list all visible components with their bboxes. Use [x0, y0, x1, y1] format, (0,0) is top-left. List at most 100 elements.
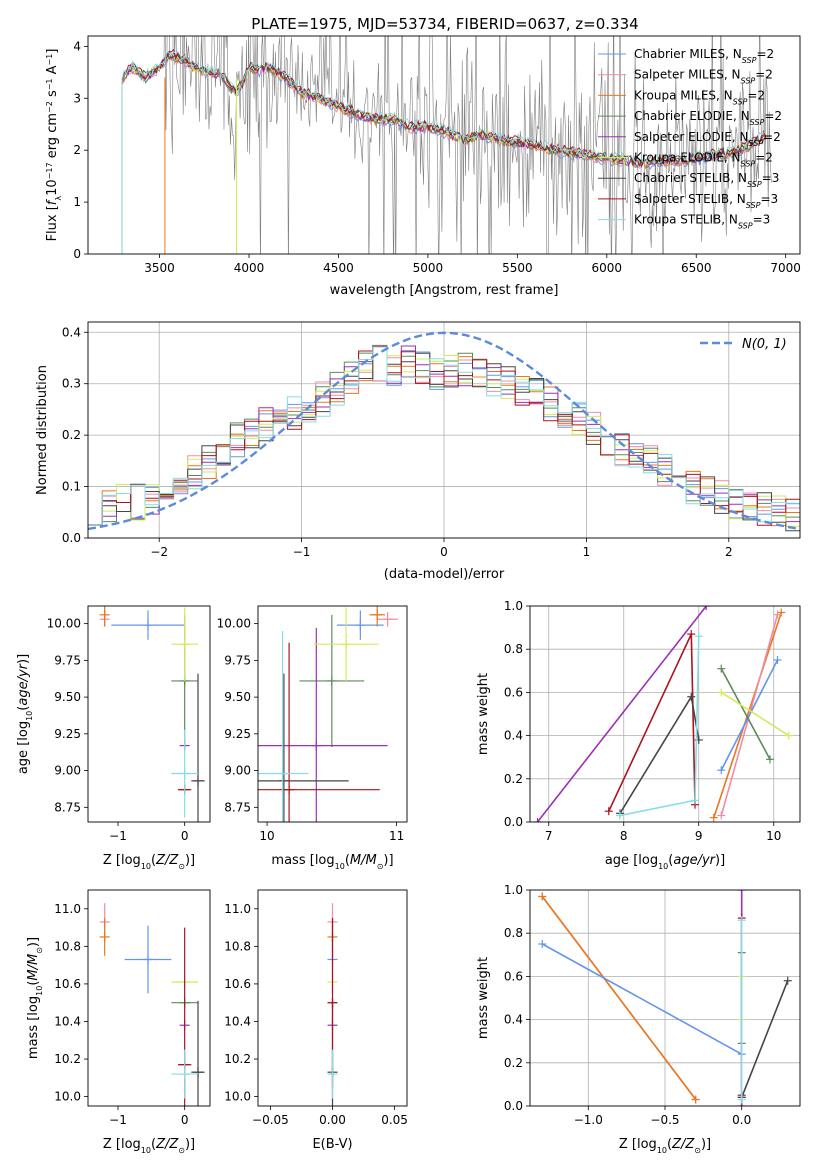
- legend-label: Chabrier ELODIE, NSSP=2: [634, 109, 782, 127]
- axes-frame: [257, 605, 408, 823]
- y-tick-label: 0.8: [504, 926, 523, 940]
- legend-label-suffix: =3: [753, 213, 771, 227]
- y-tick-label: 9.50: [224, 690, 251, 704]
- y-axis-label: Normed distribution: [35, 365, 50, 495]
- label-part: (: [151, 1137, 156, 1152]
- gaussian-curve: [88, 331, 800, 531]
- x-axis-label: Z [log10(Z/Z⊙)]: [619, 1137, 711, 1155]
- x-axis-label: wavelength [Angstrom, rest frame]: [330, 283, 559, 298]
- label-part: −1: [45, 78, 54, 90]
- y-tick-label: 0.2: [62, 428, 81, 442]
- legend-label-subscript: SSP: [742, 56, 757, 65]
- legend-label: Kroupa ELODIE, NSSP=2: [634, 151, 773, 169]
- y-tick-label: 10.6: [54, 977, 81, 991]
- label-part: Flux [: [45, 205, 60, 241]
- legend-label-text: Salpeter STELIB, N: [634, 192, 746, 206]
- panel-residuals: −2 −1 0 1 2 0.0 0.1 0.2 0.3 0.4 N(0, 1) (data-model…: [35, 321, 801, 582]
- label-part: ]: [45, 49, 60, 54]
- y-tick-label: 8.75: [224, 800, 251, 814]
- x-tick-label: 10: [259, 829, 274, 843]
- legend-label-suffix: =3: [760, 192, 778, 206]
- x-axis-label: Z [log10(Z/Z⊙)]: [103, 853, 195, 871]
- legend-gaussian-label: N(0, 1): [742, 337, 787, 352]
- x-tick-label: 5500: [502, 261, 533, 275]
- y-tick-label: 0.3: [62, 377, 81, 391]
- x-tick-label: 7000: [770, 261, 801, 275]
- axes-frame: [87, 605, 211, 823]
- x-tick-label: −1: [109, 1113, 127, 1127]
- x-tick-label: −1: [109, 829, 127, 843]
- y-axis-label: mass weight: [476, 673, 491, 755]
- y-tick-label: 0.8: [504, 642, 523, 656]
- x-tick-label: 0: [181, 1113, 189, 1127]
- y-tick-label: 10.4: [224, 1014, 251, 1028]
- y-tick-label: 10.6: [224, 977, 251, 991]
- y-tick-label: 0.0: [62, 531, 81, 545]
- axes-frame: [87, 35, 801, 255]
- label-part: )]: [185, 853, 195, 868]
- line-chabrier_miles: [541, 943, 743, 1055]
- y-tick-label: 10.8: [54, 939, 81, 953]
- label-part: (: [26, 981, 41, 986]
- y-tick-label: 0.4: [504, 729, 523, 743]
- legend-label-suffix: =3: [762, 171, 780, 185]
- y-tick-label: 10.2: [224, 1052, 251, 1066]
- x-tick-label: −1: [293, 545, 311, 559]
- y-tick-label: 9.50: [54, 690, 81, 704]
- x-tick-label: 7: [545, 829, 553, 843]
- y-tick-label: 10.0: [54, 1090, 81, 1104]
- y-tick-label: 9.25: [224, 727, 251, 741]
- y-tick-label: 11.0: [224, 902, 251, 916]
- label-part: )]: [701, 1137, 711, 1152]
- y-axis-label: age [log10(age/yr)]: [16, 654, 34, 774]
- axes-frame: [87, 321, 801, 539]
- x-axis-label: age [log10(age/yr)]: [605, 853, 725, 871]
- y-tick-label: 2: [73, 143, 81, 157]
- legend-label-subscript: SSP: [738, 221, 753, 230]
- y-tick-label: 0: [73, 247, 81, 261]
- plot-area: [105, 36, 772, 254]
- axes-frame: [529, 889, 801, 1107]
- spectrum-model-kroupa_stelib: [121, 49, 767, 254]
- axes-frame: [529, 605, 801, 823]
- y-tick-label: 11.0: [54, 902, 81, 916]
- legend-label-text: Salpeter MILES, N: [634, 68, 741, 82]
- label-part: age/yr: [16, 662, 31, 705]
- x-tick-label: 5000: [413, 261, 444, 275]
- line-salpeter_elodie: [536, 606, 707, 822]
- label-part: 10: [45, 179, 60, 196]
- label-part: 10: [35, 986, 44, 996]
- y-tick-label: 0.6: [504, 969, 523, 983]
- x-tick-label: 4500: [323, 261, 354, 275]
- x-axis-label: E(B-V): [312, 1137, 352, 1152]
- label-part: (: [345, 853, 350, 868]
- label-part: mass [: [271, 853, 314, 868]
- y-tick-label: 1.0: [504, 883, 523, 897]
- label-part: )]: [715, 853, 725, 868]
- label-part: 10: [141, 862, 151, 871]
- x-tick-label: 1: [583, 545, 591, 559]
- label-part: ⊙: [178, 1146, 185, 1155]
- label-part: )]: [185, 1137, 195, 1152]
- legend-label: Chabrier STELIB, NSSP=3: [634, 171, 779, 189]
- label-part: (: [151, 853, 156, 868]
- label-part: erg cm: [45, 113, 60, 162]
- label-part: (: [668, 853, 673, 868]
- x-tick-label: 0.0: [732, 1113, 751, 1127]
- plot-area: [99, 606, 205, 822]
- legend-label: Salpeter ELODIE, NSSP=2: [634, 130, 781, 148]
- y-axis-label: Flux [fλ10−17 erg cm−2 s−1 A−1]: [45, 49, 63, 242]
- y-tick-label: 9.00: [54, 764, 81, 778]
- label-part: (: [667, 1137, 672, 1152]
- label-part: s: [45, 90, 60, 101]
- label-part: M/M: [26, 954, 41, 981]
- legend-label: Kroupa STELIB, NSSP=3: [634, 213, 770, 231]
- label-part: 10: [658, 862, 668, 871]
- panel-mass_vs_ebv: −0.05 0.00 0.05 10.0 10.2 10.4 10.6 10.8 11.0 E(B…: [224, 889, 408, 1152]
- y-tick-label: 10.00: [217, 617, 251, 631]
- figure-title: PLATE=1975, MJD=53734, FIBERID=0637, z=0…: [251, 15, 638, 33]
- y-tick-label: 0.2: [504, 1056, 523, 1070]
